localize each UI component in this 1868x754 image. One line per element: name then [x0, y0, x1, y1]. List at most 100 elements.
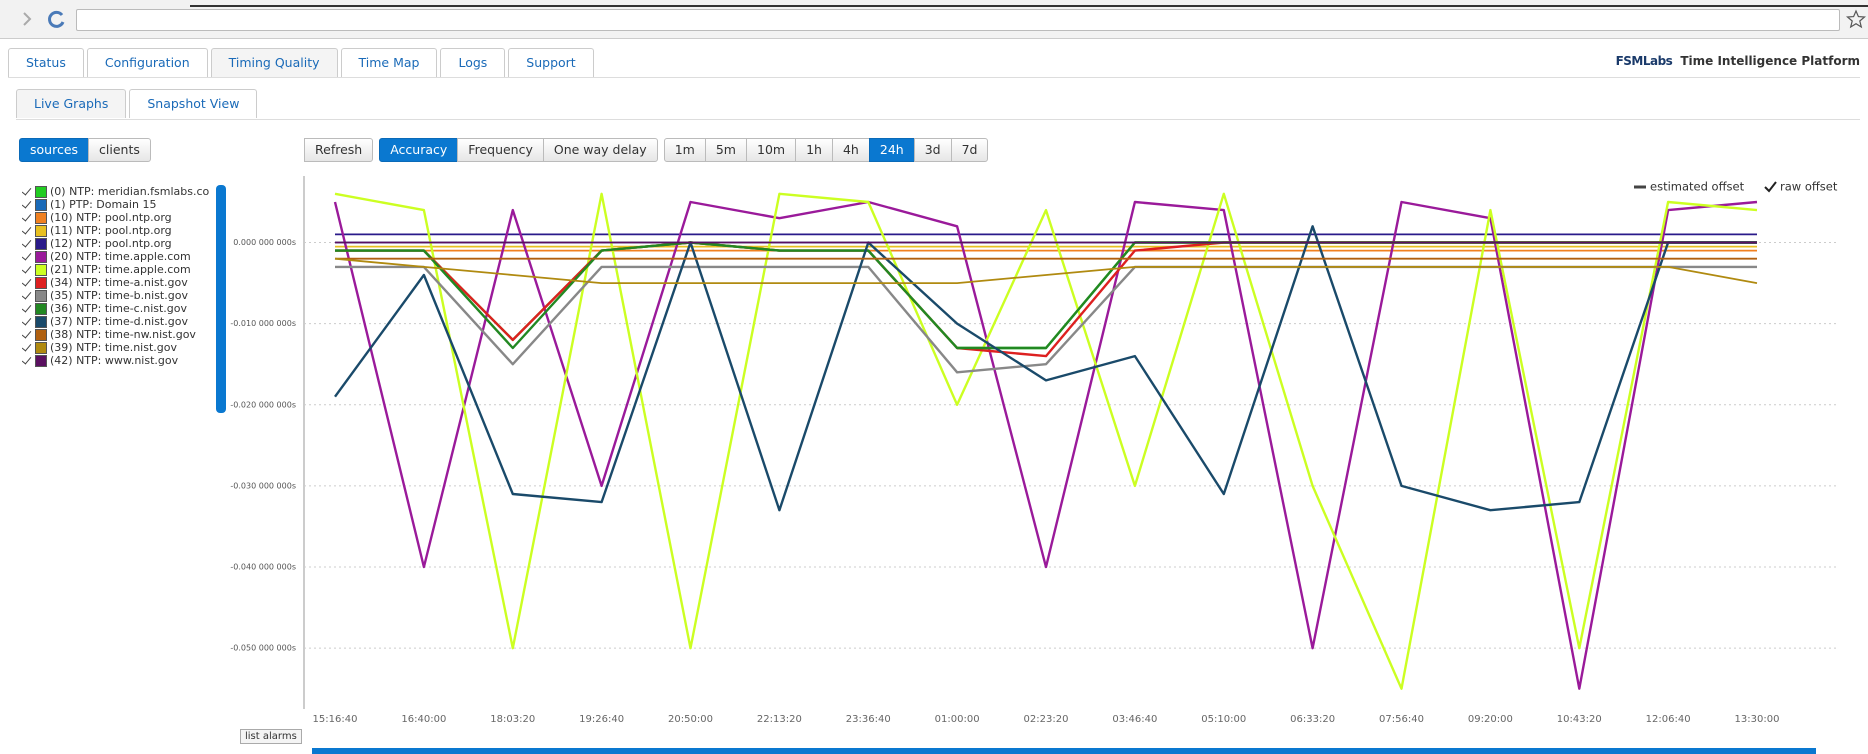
legend-label: (0) NTP: meridian.fsmlabs.com: [50, 185, 210, 198]
nav-icons: [23, 10, 65, 28]
x-tick-label: 06:33:20: [1290, 714, 1335, 725]
legend-swatch: [35, 354, 47, 367]
legend-label: (42) NTP: www.nist.gov: [50, 354, 179, 367]
refresh-group: Refresh: [304, 138, 374, 162]
range-button[interactable]: 3d: [913, 138, 952, 162]
sub-tab[interactable]: Live Graphs: [16, 89, 127, 118]
range-button[interactable]: 1h: [795, 138, 833, 162]
legend-label: (10) NTP: pool.ntp.org: [50, 211, 172, 224]
metric-button[interactable]: One way delay: [542, 138, 658, 162]
legend-item[interactable]: (42) NTP: www.nist.gov: [22, 353, 210, 367]
x-tick-label: 12:06:40: [1646, 714, 1691, 725]
refresh-button[interactable]: Refresh: [304, 138, 374, 162]
range-button[interactable]: 7d: [950, 138, 989, 162]
legend-item[interactable]: (39) NTP: time.nist.gov: [22, 340, 210, 354]
legend-label: (21) NTP: time.apple.com: [50, 263, 191, 276]
sub-tab[interactable]: Snapshot View: [129, 89, 258, 118]
checkbox[interactable]: [22, 185, 32, 196]
series-line: [333, 200, 1758, 690]
graph-controls: Refresh Accuracy Frequency One way delay 1…: [304, 138, 989, 162]
legend-item[interactable]: (0) NTP: meridian.fsmlabs.com: [22, 185, 210, 198]
checkbox[interactable]: [22, 353, 32, 365]
legend-label: (34) NTP: time-a.nist.gov: [50, 276, 188, 289]
tab[interactable]: Support: [508, 48, 594, 77]
legend-item[interactable]: (35) NTP: time-b.nist.gov: [22, 288, 210, 302]
x-tick-label: 09:20:00: [1468, 714, 1513, 725]
product-name: Time Intelligence Platform: [1680, 54, 1860, 68]
legend-swatch: [35, 341, 47, 354]
toggle-button[interactable]: clients: [88, 138, 151, 162]
checkbox[interactable]: [22, 301, 32, 313]
checkbox[interactable]: [22, 210, 32, 222]
legend-swatch: [35, 224, 47, 237]
checkbox[interactable]: [22, 262, 32, 274]
scrollbar[interactable]: [216, 185, 226, 413]
range-slider[interactable]: [312, 748, 1816, 754]
brand: FSMLabs: [1615, 54, 1673, 68]
range-button[interactable]: 24h: [868, 138, 915, 162]
metric-button[interactable]: Frequency: [457, 138, 544, 162]
divider: [8, 77, 1860, 78]
legend-item[interactable]: (38) NTP: time-nw.nist.gov: [22, 327, 210, 341]
tab[interactable]: Timing Quality: [210, 48, 338, 77]
legend-label: (39) NTP: time.nist.gov: [50, 341, 177, 354]
checkbox[interactable]: [22, 197, 32, 209]
checkbox[interactable]: [22, 223, 32, 235]
logo: FSMLabs Time Intelligence Platform: [1616, 54, 1860, 68]
range-button[interactable]: 1m: [663, 138, 706, 162]
tab[interactable]: Time Map: [340, 48, 438, 77]
y-tick-label: 0.000 000 000s: [233, 238, 296, 247]
range-button[interactable]: 5m: [704, 138, 747, 162]
legend-swatch: [35, 302, 47, 315]
y-tick-label: -0.020 000 000s: [230, 400, 296, 409]
legend-item[interactable]: (10) NTP: pool.ntp.org: [22, 210, 210, 224]
x-tick-label: 07:56:40: [1379, 714, 1424, 725]
range-button[interactable]: 10m: [746, 138, 797, 162]
view-toggle: sources clients: [19, 138, 151, 162]
x-tick-label: 22:13:20: [757, 714, 802, 725]
forward-icon[interactable]: [23, 12, 32, 26]
legend-item[interactable]: (20) NTP: time.apple.com: [22, 249, 210, 263]
list-alarms-button[interactable]: list alarms: [240, 729, 302, 744]
series-line: [334, 192, 1758, 690]
checkbox[interactable]: [22, 340, 32, 352]
divider: [190, 5, 1868, 7]
divider: [16, 119, 1860, 120]
checkbox[interactable]: [22, 236, 32, 248]
tab[interactable]: Logs: [440, 48, 506, 77]
legend-label: (36) NTP: time-c.nist.gov: [50, 302, 188, 315]
legend-swatch: [35, 289, 47, 302]
legend-label: (1) PTP: Domain 15: [50, 198, 157, 211]
tab[interactable]: Status: [8, 48, 84, 77]
checkbox[interactable]: [22, 249, 32, 261]
legend-item[interactable]: (11) NTP: pool.ntp.org: [22, 223, 210, 237]
x-tick-label: 01:00:00: [935, 714, 980, 725]
url-bar[interactable]: [76, 9, 1840, 31]
checkbox[interactable]: [22, 275, 32, 287]
legend-label: (11) NTP: pool.ntp.org: [50, 224, 172, 237]
legend-label: (12) NTP: pool.ntp.org: [50, 237, 172, 250]
x-tick-label: 10:43:20: [1557, 714, 1602, 725]
legend-swatch: [35, 276, 47, 289]
x-tick-label: 19:26:40: [579, 714, 624, 725]
legend-item[interactable]: (1) PTP: Domain 15: [22, 197, 210, 211]
legend-item[interactable]: (12) NTP: pool.ntp.org: [22, 236, 210, 250]
star-icon[interactable]: [1846, 9, 1866, 29]
range-button[interactable]: 4h: [831, 138, 870, 162]
checkbox[interactable]: [22, 314, 32, 326]
legend-item[interactable]: (37) NTP: time-d.nist.gov: [22, 314, 210, 328]
x-tick-label: 13:30:00: [1735, 714, 1780, 725]
x-tick-label: 15:16:40: [313, 714, 358, 725]
legend-item[interactable]: (21) NTP: time.apple.com: [22, 262, 210, 276]
legend-item[interactable]: (36) NTP: time-c.nist.gov: [22, 301, 210, 315]
toggle-button[interactable]: sources: [19, 138, 90, 162]
x-tick-label: 20:50:00: [668, 714, 713, 725]
checkbox[interactable]: [22, 288, 32, 300]
metric-button[interactable]: Accuracy: [379, 138, 459, 162]
checkbox[interactable]: [22, 327, 32, 339]
tab[interactable]: Configuration: [86, 48, 208, 77]
source-list: (0) NTP: meridian.fsmlabs.com (1) PTP: Do…: [22, 185, 210, 367]
reload-icon[interactable]: [48, 10, 65, 28]
legend-item[interactable]: (34) NTP: time-a.nist.gov: [22, 275, 210, 289]
